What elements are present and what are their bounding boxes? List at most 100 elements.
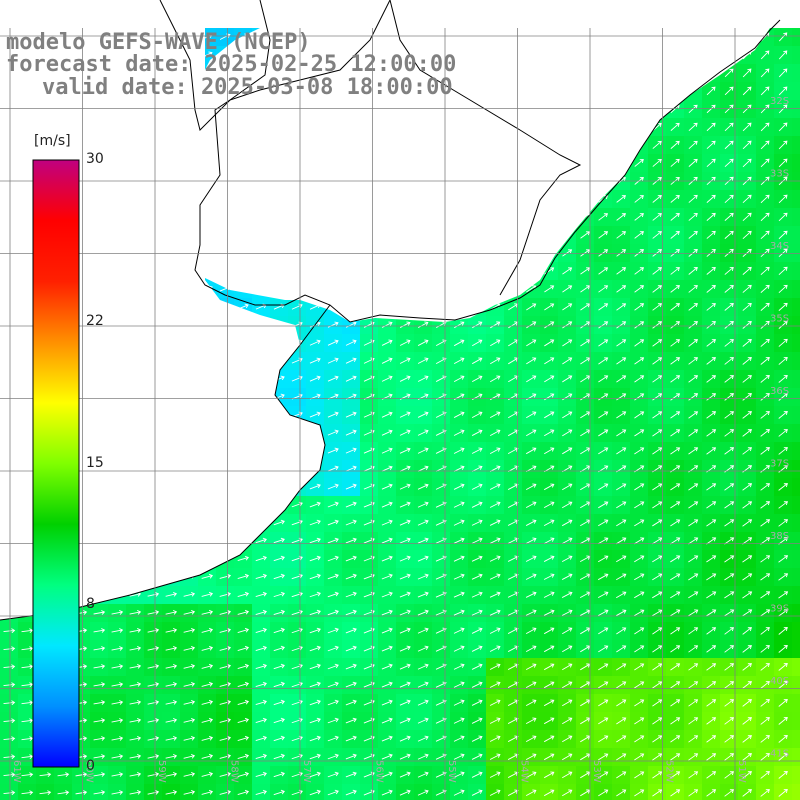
wind-arrow <box>778 627 788 635</box>
wind-arrow <box>489 681 501 688</box>
field-cell <box>792 208 800 226</box>
wind-arrow <box>21 664 34 670</box>
wind-arrow <box>760 68 770 78</box>
wind-arrow <box>706 681 717 689</box>
wind-arrow <box>472 339 483 347</box>
wind-arrow <box>237 681 250 687</box>
wind-arrow <box>471 771 483 778</box>
wind-arrow <box>706 321 716 329</box>
wind-arrow <box>219 645 232 651</box>
wind-arrow <box>129 790 142 795</box>
wind-arrow <box>688 104 698 114</box>
wind-arrow <box>760 302 770 311</box>
wind-arrow <box>471 501 483 508</box>
latitude-label: 33S <box>770 169 789 180</box>
wind-arrow <box>147 628 160 633</box>
wind-arrow <box>688 501 699 509</box>
wind-arrow <box>688 591 699 599</box>
wind-arrow <box>598 789 609 797</box>
wind-arrow <box>471 609 483 616</box>
wind-arrow <box>670 483 681 491</box>
wind-arrow <box>327 411 339 418</box>
wind-arrow <box>561 537 573 545</box>
wind-arrow <box>562 681 573 689</box>
wind-arrow <box>399 321 411 328</box>
wind-arrow <box>778 771 788 779</box>
wind-arrow <box>327 645 339 652</box>
wind-arrow <box>634 159 644 167</box>
wind-arrow <box>399 519 411 526</box>
wind-arrow <box>219 735 232 741</box>
wind-arrow <box>544 375 555 383</box>
wind-arrow <box>598 447 609 455</box>
wind-arrow <box>760 429 770 437</box>
wind-arrow <box>525 717 537 725</box>
wind-arrow <box>201 627 214 633</box>
wind-arrow <box>471 735 483 742</box>
wind-arrow <box>634 357 645 365</box>
wind-arrow <box>616 555 627 563</box>
wind-arrow <box>724 266 734 275</box>
colorbar-tick-label: 0 <box>86 758 95 774</box>
wind-arrow <box>760 284 770 293</box>
wind-arrow <box>760 393 770 401</box>
wind-arrow <box>724 501 735 509</box>
wind-arrow <box>616 429 627 437</box>
field-cell <box>774 784 792 800</box>
wind-arrow <box>111 646 124 651</box>
wind-arrow <box>688 285 698 293</box>
wind-arrow <box>453 789 465 796</box>
wind-arrow <box>670 735 681 743</box>
wind-arrow <box>760 573 771 581</box>
wind-arrow <box>597 609 609 617</box>
wind-arrow <box>417 789 429 796</box>
wind-arrow <box>147 682 160 687</box>
wind-arrow <box>561 519 573 527</box>
wind-arrow <box>129 682 142 687</box>
wind-arrow <box>706 519 717 527</box>
wind-arrow <box>544 267 555 275</box>
longitude-label: 59W <box>156 760 167 783</box>
wind-arrow <box>237 645 250 651</box>
longitude-label: 61W <box>11 760 22 783</box>
wind-arrow <box>525 555 537 562</box>
wind-arrow <box>309 519 321 526</box>
wind-arrow <box>237 717 250 723</box>
wind-arrow <box>345 537 357 544</box>
field-cell <box>306 784 324 800</box>
wind-arrow <box>525 645 537 653</box>
wind-arrow <box>327 375 339 382</box>
wind-arrow <box>562 735 573 743</box>
wind-arrow <box>309 537 321 544</box>
wind-arrow <box>652 249 662 257</box>
wind-arrow <box>597 591 609 599</box>
forecast-date: forecast date: 2025-02-25 12:00:00 <box>6 52 457 77</box>
wind-arrow <box>760 158 770 168</box>
wind-arrow <box>453 447 465 454</box>
wind-arrow <box>634 213 644 221</box>
wind-arrow <box>616 357 627 365</box>
wind-arrow <box>381 663 393 670</box>
wind-arrow <box>75 790 88 795</box>
wind-arrow <box>634 573 645 581</box>
wind-arrow <box>273 609 285 616</box>
wind-arrow <box>544 429 555 437</box>
wind-arrow <box>580 249 591 257</box>
wind-arrow <box>742 735 752 743</box>
wind-arrow <box>634 735 645 743</box>
wind-arrow <box>543 519 555 527</box>
wind-arrow <box>706 627 717 635</box>
field-cell <box>792 244 800 262</box>
wind-arrow <box>778 681 788 689</box>
wind-arrow <box>219 789 232 795</box>
wind-arrow <box>255 537 267 544</box>
field-cell <box>792 28 800 46</box>
wind-arrow <box>670 321 680 329</box>
wind-arrow <box>525 447 537 455</box>
wind-arrow <box>706 447 717 455</box>
lat-lon-grid <box>0 28 800 800</box>
wind-arrow <box>183 609 196 615</box>
wind-arrow <box>778 663 788 671</box>
wind-arrow <box>760 789 770 797</box>
wind-arrow <box>399 789 411 796</box>
